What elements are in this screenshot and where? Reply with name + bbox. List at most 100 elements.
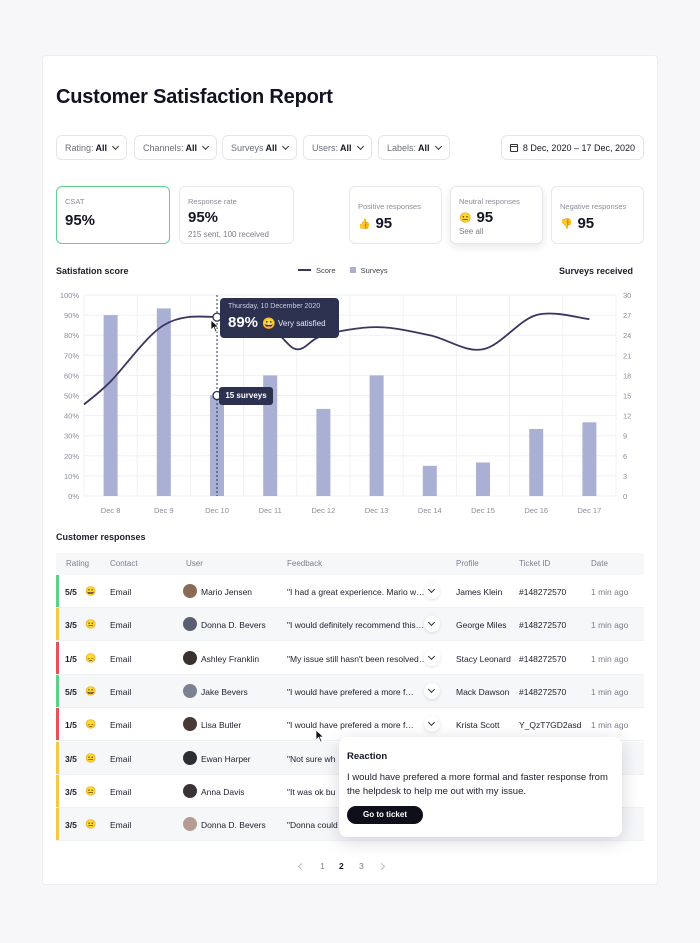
users-filter[interactable]: Users: All xyxy=(303,135,372,160)
legend-score: Score xyxy=(298,266,336,275)
surveys-filter[interactable]: Surveys All xyxy=(222,135,298,160)
neutral-value: 95 xyxy=(476,209,494,226)
y-left-tick-label: 50% xyxy=(64,392,79,401)
ticket-id[interactable]: #148272570 xyxy=(519,653,567,664)
user-name[interactable]: Donna D. Bevers xyxy=(201,620,266,631)
avatar xyxy=(183,584,197,598)
legend-score-label: Score xyxy=(316,266,336,275)
col-date[interactable]: Date xyxy=(591,559,608,568)
x-tick-label: Dec 13 xyxy=(365,506,389,515)
rating-value: 1/5 xyxy=(65,720,77,731)
grinning-face-icon: 😀 xyxy=(262,318,276,330)
rating-color-bar xyxy=(56,741,59,774)
positive-responses-card[interactable]: Positive responses 👍 95 xyxy=(349,186,442,244)
table-row[interactable]: 5/5 😀 Email Mario Jensen "I had a great expe… xyxy=(56,575,644,608)
avatar xyxy=(183,750,197,765)
cursor-icon xyxy=(210,319,220,333)
thumbs-up-icon: 👍 xyxy=(358,219,371,230)
expand-feedback-icon[interactable] xyxy=(424,616,440,633)
negative-value: 95 xyxy=(577,215,595,232)
go-to-ticket-button[interactable]: Go to ticket xyxy=(347,806,423,824)
ticket-id[interactable]: Y_QzT7GD2asd xyxy=(519,720,582,731)
rating-value: 5/5 xyxy=(65,686,77,697)
rating-emoji-icon: 😞 xyxy=(85,652,97,663)
avatar xyxy=(183,650,197,665)
feedback-text[interactable]: "I would have prefered a more f… xyxy=(287,720,414,731)
labels-filter[interactable]: Labels: All xyxy=(378,135,450,160)
contact-channel: Email xyxy=(110,587,132,597)
feedback-text[interactable]: "I had a great experience. Mario w… xyxy=(287,587,425,597)
rating-emoji-icon: 😀 xyxy=(85,685,97,696)
expand-feedback-icon[interactable] xyxy=(424,716,440,733)
col-contact[interactable]: Contact xyxy=(110,559,138,568)
profile-name: George Miles xyxy=(456,620,507,631)
expand-feedback-icon[interactable] xyxy=(424,682,440,699)
expand-feedback-icon[interactable] xyxy=(424,583,440,599)
positive-value: 95 xyxy=(375,215,393,232)
rating-filter[interactable]: Rating: All xyxy=(56,135,128,160)
col-user[interactable]: User xyxy=(186,559,203,568)
feedback-text[interactable]: "Not sure wh xyxy=(287,753,336,764)
y-left-tick-label: 0% xyxy=(68,492,79,501)
page-1[interactable]: 1 xyxy=(320,861,325,871)
user-name[interactable]: Ewan Harper xyxy=(201,753,251,764)
contact-channel: Email xyxy=(110,786,132,797)
bar xyxy=(263,375,278,496)
profile-name: Stacy Leonard xyxy=(456,653,511,664)
col-ticket-id[interactable]: Ticket ID xyxy=(519,559,551,568)
expand-feedback-icon[interactable] xyxy=(424,649,440,666)
feedback-text[interactable]: "Donna could xyxy=(287,820,338,831)
bar xyxy=(476,462,490,496)
legend-surveys: Surveys xyxy=(349,266,388,275)
y-right-tick-label: 12 xyxy=(623,412,631,421)
neutral-responses-card[interactable]: Neutral responses 😐 95 See all xyxy=(450,186,543,244)
chart-legend: Score Surveys xyxy=(298,266,388,275)
col-rating[interactable]: Rating xyxy=(66,559,90,568)
channels-filter[interactable]: Channels: All xyxy=(134,135,218,160)
x-tick-label: Dec 8 xyxy=(101,506,121,515)
see-all-link[interactable]: See all xyxy=(459,227,484,236)
col-profile[interactable]: Profile xyxy=(456,559,479,568)
y-left-tick-label: 80% xyxy=(64,331,79,340)
surveys-tooltip: 15 surveys xyxy=(219,387,273,405)
rating-value: 3/5 xyxy=(65,786,77,797)
table-row[interactable]: 1/5 😞 Email Ashley Franklin "My issue still … xyxy=(56,641,644,675)
table-row[interactable]: 5/5 😀 Email Jake Bevers "I would have prefer… xyxy=(56,674,644,708)
csat-card[interactable]: CSAT 95% xyxy=(56,186,170,244)
feedback-text[interactable]: "I would have prefered a more f… xyxy=(287,686,414,697)
user-name[interactable]: Donna D. Bevers xyxy=(201,820,266,831)
x-tick-label: Dec 10 xyxy=(205,506,229,515)
contact-channel: Email xyxy=(110,820,132,831)
user-name[interactable]: Mario Jensen xyxy=(201,587,253,597)
response-rate-card[interactable]: Response rate 95% 215 sent, 100 received xyxy=(179,186,294,244)
feedback-text[interactable]: "My issue still hasn't been resolved… xyxy=(287,653,428,664)
responses-title: Customer responses xyxy=(56,532,146,542)
feedback-text[interactable]: "I would definitely recommend this… xyxy=(287,620,425,631)
user-name[interactable]: Anna Davis xyxy=(201,786,245,797)
x-tick-label: Dec 16 xyxy=(524,506,548,515)
bar xyxy=(422,465,437,496)
col-feedback[interactable]: Feedback xyxy=(287,559,323,568)
rating-emoji-icon: 😐 xyxy=(85,752,97,763)
table-row[interactable]: 3/5 😐 Email Donna D. Bevers "I would definit… xyxy=(56,608,644,642)
x-tick-label: Dec 14 xyxy=(418,506,442,515)
ticket-id[interactable]: #148272570 xyxy=(519,587,567,597)
user-name[interactable]: Ashley Franklin xyxy=(201,653,260,664)
page-3[interactable]: 3 xyxy=(359,861,364,871)
feedback-text[interactable]: "It was ok bu xyxy=(287,786,336,797)
rating-color-bar xyxy=(56,608,59,641)
contact-channel: Email xyxy=(110,653,132,664)
negative-label: Negative responses xyxy=(560,202,627,211)
user-name[interactable]: Jake Bevers xyxy=(201,686,248,697)
page-2[interactable]: 2 xyxy=(339,861,344,871)
date-range-picker[interactable]: 8 Dec, 2020 – 17 Dec, 2020 xyxy=(500,135,644,160)
negative-responses-card[interactable]: Negative responses 👎 95 xyxy=(551,186,644,244)
chart-title-right: Surveys received xyxy=(558,266,633,276)
y-right-tick-label: 27 xyxy=(623,311,631,320)
ticket-id[interactable]: #148272570 xyxy=(519,620,567,631)
user-name[interactable]: Lisa Butler xyxy=(201,720,242,731)
rating-value: 1/5 xyxy=(65,653,77,664)
ticket-id[interactable]: #148272570 xyxy=(519,686,567,697)
line-swatch-icon xyxy=(298,269,311,271)
